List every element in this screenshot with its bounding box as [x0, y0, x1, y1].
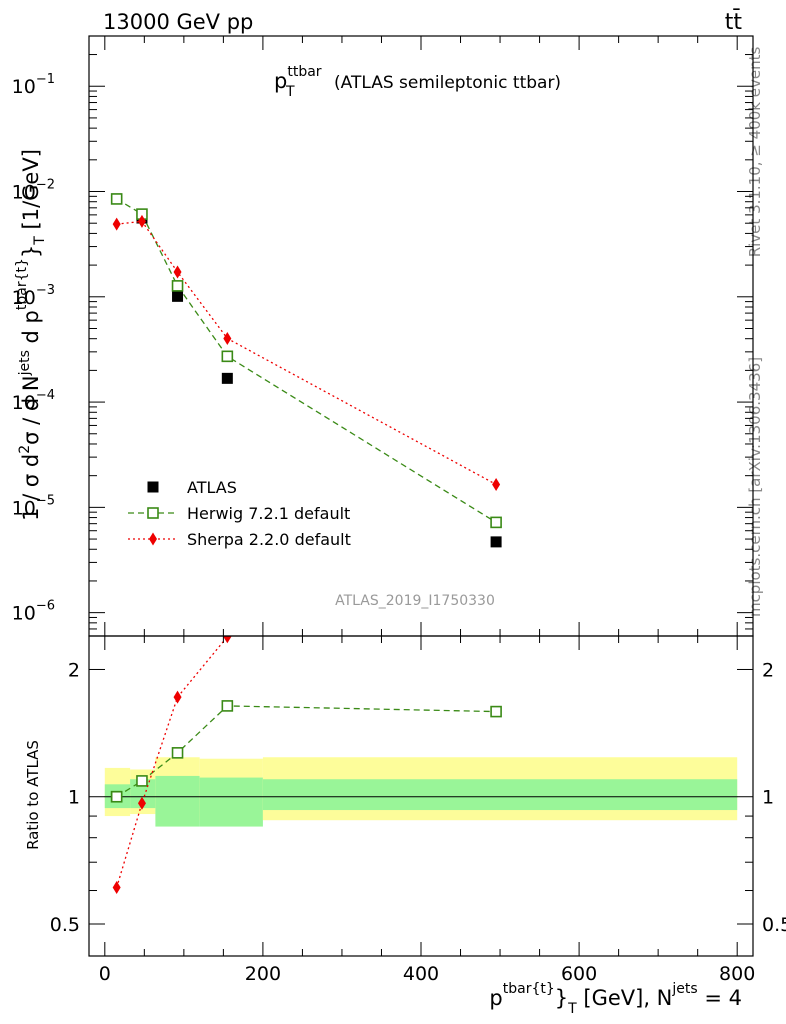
- ratio-herwig-7-2-1-default-point: [171, 747, 184, 759]
- ratio-y-tick-label-right: 1: [762, 787, 774, 809]
- ratio-y-tick-label-right: 2: [762, 659, 774, 681]
- ratio-y-tick-label: 2: [68, 659, 80, 681]
- ratio-sherpa-2-2-0-default-point: [223, 636, 232, 644]
- main-y-tick-label: 10−4: [12, 388, 55, 414]
- herwig-7-2-1-default-point: [490, 516, 502, 529]
- inner-band-bin: [262, 779, 738, 811]
- ratio-sherpa-2-2-0-default-point: [112, 880, 121, 894]
- rivet-version-label: Rivet 3.1.10, ≥ 400k events: [746, 47, 764, 258]
- sherpa-2-2-0-default-point: [112, 217, 121, 231]
- ratio-herwig-7-2-1-default-point: [110, 790, 123, 803]
- ratio-sherpa-2-2-0-default-point: [137, 796, 146, 810]
- ratio-y-tick-label-right: 0.5: [762, 914, 786, 936]
- legend-entry-sherpa-2-2-0-default: Sherpa 2.2.0 default: [187, 530, 351, 549]
- plot-title-main: p: [274, 69, 287, 93]
- legend-marker: [147, 507, 159, 519]
- herwig-7-2-1-default-point: [110, 193, 123, 205]
- x-tick-label: 600: [561, 963, 597, 985]
- x-tick-label: 0: [99, 963, 111, 985]
- main-y-tick-label: 10−6: [12, 599, 55, 625]
- analysis-watermark: ATLAS_2019_I1750330: [335, 593, 495, 609]
- plot-title-sup: ttbar: [287, 64, 321, 80]
- ratio-sherpa-2-2-0-default-point: [173, 690, 182, 704]
- legend-entry-atlas: ATLAS: [187, 478, 237, 497]
- header-energy-label: 13000 GeV pp: [103, 10, 253, 34]
- inner-band-bin: [155, 775, 200, 827]
- x-tick-label: 400: [403, 963, 439, 985]
- plot-title-rest: (ATLAS semileptonic ttbar): [334, 73, 561, 93]
- ratio-y-axis-label: Ratio to ATLAS: [24, 740, 42, 850]
- legend-marker: [147, 481, 159, 493]
- plot-title-sub: T: [285, 84, 295, 100]
- x-tick-label: 200: [245, 963, 281, 985]
- ratio-y-tick-label: 0.5: [50, 914, 80, 936]
- herwig-7-2-1-default-point: [221, 350, 234, 363]
- header-process-label: tt̄: [725, 9, 743, 35]
- ratio-y-tick-label: 1: [68, 787, 80, 809]
- main-y-tick-label: 10−1: [12, 72, 55, 98]
- herwig-7-2-1-default-point: [171, 280, 184, 292]
- mcplots-source-label: mcplots.cern.ch [arXiv:1306.3436]: [746, 357, 764, 617]
- ratio-sherpa-2-2-0-default-line: [116, 636, 233, 888]
- ratio-herwig-7-2-1-default-point: [136, 775, 148, 787]
- main-y-tick-label: 10−3: [12, 283, 55, 309]
- ratio-herwig-7-2-1-default-point: [490, 705, 502, 718]
- sherpa-2-2-0-default-point: [137, 214, 146, 228]
- main-series: [110, 193, 502, 548]
- x-axis-label: ptbar{t}}T [GeV], Njets = 4: [489, 981, 742, 1017]
- legend: ATLAS Herwig 7.2.1 default Sherpa 2.2.0 de…: [128, 478, 351, 549]
- atlas-point: [172, 290, 184, 302]
- ratio-series: [110, 560, 502, 894]
- sherpa-2-2-0-default-line: [116, 220, 497, 486]
- main-y-tick-label: 10−5: [12, 493, 55, 519]
- atlas-point: [490, 536, 502, 548]
- legend-entry-herwig-7-2-1-default: Herwig 7.2.1 default: [187, 504, 350, 523]
- plot-title: pttbar T (ATLAS semileptonic ttbar): [274, 64, 561, 100]
- ratio-sherpa-2-2-0-default-point: [492, 560, 500, 573]
- main-y-tick-label: 10−2: [12, 178, 55, 204]
- x-tick-label: 800: [719, 963, 755, 985]
- herwig-7-2-1-default-line: [116, 198, 497, 523]
- inner-band-bin: [199, 777, 263, 827]
- sherpa-2-2-0-default-point: [223, 331, 232, 345]
- sherpa-2-2-0-default-point: [173, 265, 182, 279]
- legend-marker: [149, 532, 157, 546]
- axis-ticks: 0 200 400 600 800 10−1 10−2 10−3 10−4 10−5 10−6 0.5…: [12, 36, 786, 985]
- ratio-herwig-7-2-1-default-point: [221, 700, 234, 712]
- atlas-point: [221, 372, 233, 384]
- sherpa-2-2-0-default-point: [492, 477, 501, 491]
- main-y-axis-label: 1 / σ d2σ / d Njets d ptbar{t}}T [1/GeV]: [14, 149, 48, 521]
- ratio-uncertainty-bands: [104, 757, 738, 827]
